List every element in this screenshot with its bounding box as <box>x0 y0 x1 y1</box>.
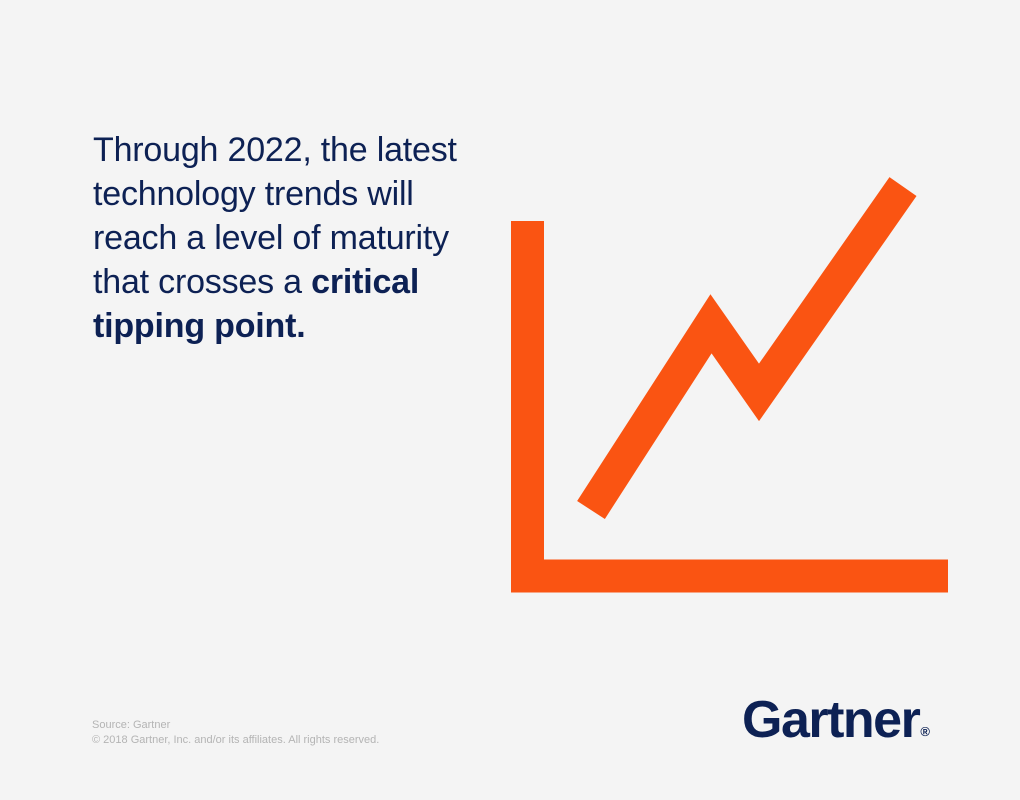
registered-mark: ® <box>920 724 930 739</box>
headline-emphasis: critical tipping point. <box>93 263 420 345</box>
headline: Through 2022, the latest technology tren… <box>93 128 473 348</box>
chart-axes-icon <box>511 221 948 593</box>
gartner-logo: Gartner® <box>742 690 930 762</box>
logo-wordmark: Gartner <box>742 691 921 749</box>
headline-lead: Through 2022, the latest technology tren… <box>93 131 457 301</box>
source-note: Source: Gartner <box>92 719 171 731</box>
trend-line <box>577 177 917 519</box>
footer: Source: Gartner © 2018 Gartner, Inc. and… <box>92 718 379 748</box>
copyright-note: © 2018 Gartner, Inc. and/or its affiliat… <box>92 734 380 746</box>
